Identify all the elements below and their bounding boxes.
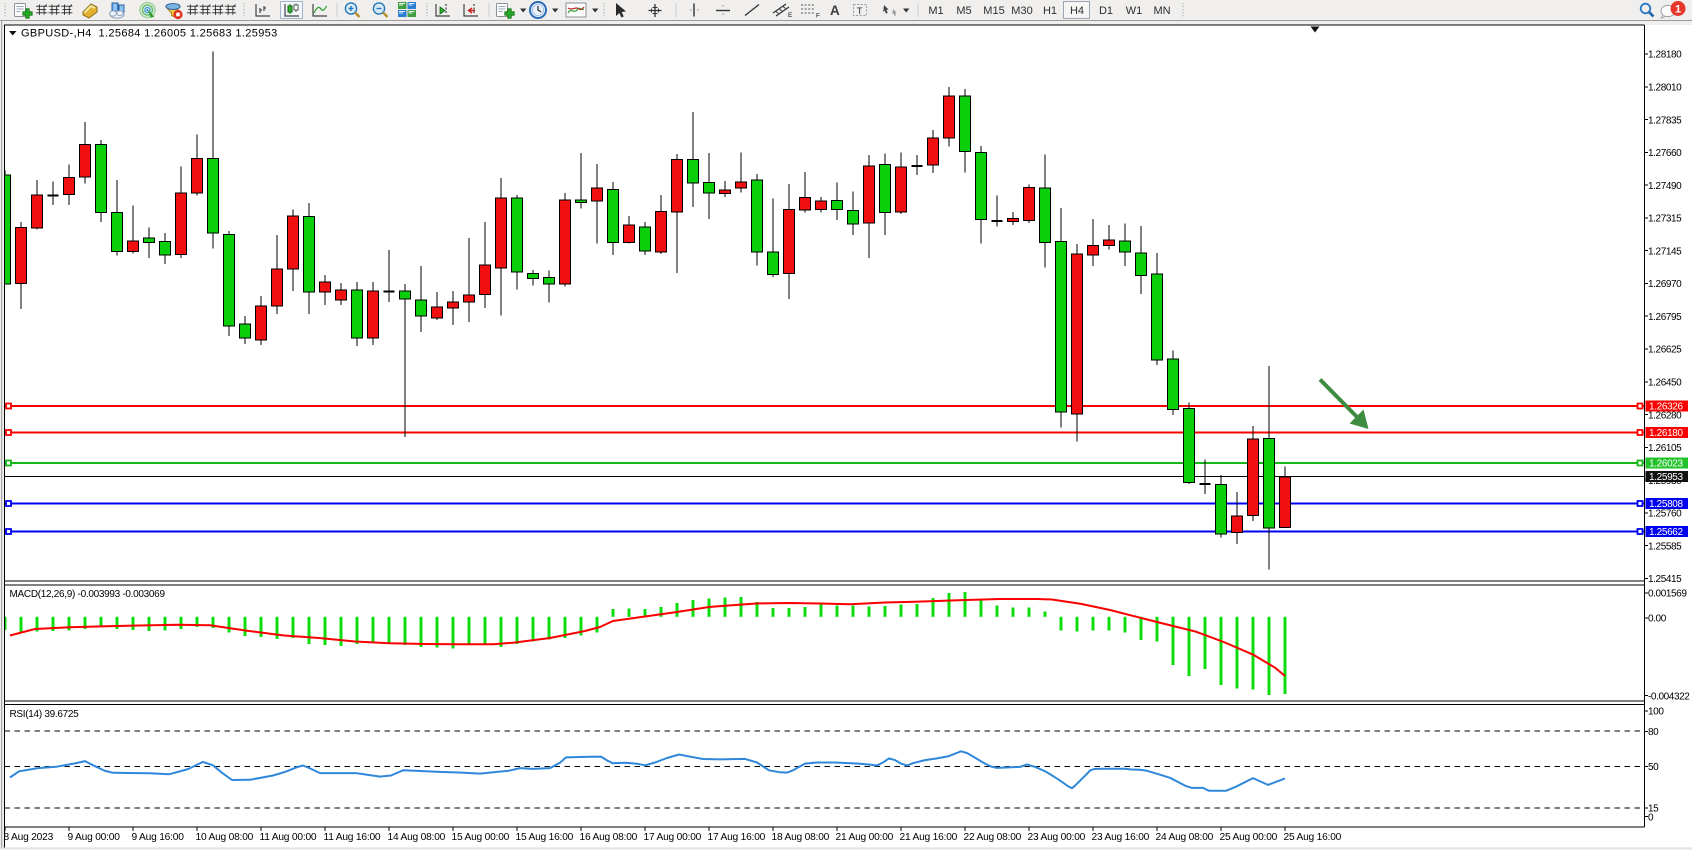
svg-text:9 Aug 16:00: 9 Aug 16:00 xyxy=(132,832,185,843)
svg-text:1.26023: 1.26023 xyxy=(1649,459,1683,470)
svg-text:0: 0 xyxy=(1648,812,1654,823)
svg-text:23 Aug 16:00: 23 Aug 16:00 xyxy=(1092,832,1150,843)
svg-text:15 Aug 16:00: 15 Aug 16:00 xyxy=(516,832,574,843)
svg-text:1.28010: 1.28010 xyxy=(1648,83,1682,94)
svg-text:M5: M5 xyxy=(956,5,971,17)
svg-text:21 Aug 16:00: 21 Aug 16:00 xyxy=(900,832,958,843)
svg-text:GBPUSD-,H4 1.25684 1.26005 1.: GBPUSD-,H4 1.25684 1.26005 1.25683 1.259… xyxy=(21,28,278,40)
svg-text:10 Aug 08:00: 10 Aug 08:00 xyxy=(196,832,254,843)
svg-text:1.25760: 1.25760 xyxy=(1648,509,1682,520)
svg-text:15 Aug 00:00: 15 Aug 00:00 xyxy=(452,832,510,843)
svg-text:1.27835: 1.27835 xyxy=(1648,115,1682,126)
svg-text:50: 50 xyxy=(1648,762,1659,773)
svg-text:M15: M15 xyxy=(983,5,1004,17)
svg-text:W1: W1 xyxy=(1126,5,1143,17)
svg-text:-0.004322: -0.004322 xyxy=(1648,691,1690,702)
svg-text:25 Aug 16:00: 25 Aug 16:00 xyxy=(1284,832,1342,843)
svg-text:24 Aug 08:00: 24 Aug 08:00 xyxy=(1156,832,1214,843)
svg-text:MACD(12,26,9) -0.003993 -0.003: MACD(12,26,9) -0.003993 -0.003069 xyxy=(10,589,166,600)
svg-text:1.27145: 1.27145 xyxy=(1648,246,1682,257)
svg-text:23 Aug 00:00: 23 Aug 00:00 xyxy=(1028,832,1086,843)
svg-text:1.27315: 1.27315 xyxy=(1648,214,1682,225)
svg-text:8 Aug 2023: 8 Aug 2023 xyxy=(4,832,54,843)
svg-text:100: 100 xyxy=(1648,707,1664,718)
svg-text:17 Aug 00:00: 17 Aug 00:00 xyxy=(644,832,702,843)
svg-text:11 Aug 00:00: 11 Aug 00:00 xyxy=(260,832,317,843)
svg-text:A: A xyxy=(830,3,840,18)
svg-text:1.28180: 1.28180 xyxy=(1648,50,1682,61)
svg-text:1.27660: 1.27660 xyxy=(1648,148,1682,159)
svg-text:MN: MN xyxy=(1153,5,1170,17)
svg-text:1.26105: 1.26105 xyxy=(1648,443,1682,454)
svg-text:17 Aug 16:00: 17 Aug 16:00 xyxy=(708,832,766,843)
svg-text:11 Aug 16:00: 11 Aug 16:00 xyxy=(324,832,381,843)
svg-text:1.27490: 1.27490 xyxy=(1648,181,1682,192)
svg-text:RSI(14) 39.6725: RSI(14) 39.6725 xyxy=(10,709,80,720)
svg-text:M30: M30 xyxy=(1011,5,1032,17)
svg-text:1.26970: 1.26970 xyxy=(1648,279,1682,290)
svg-text:1.25808: 1.25808 xyxy=(1649,499,1683,510)
svg-text:1: 1 xyxy=(1675,4,1681,16)
svg-text:M1: M1 xyxy=(928,5,943,17)
svg-text:22 Aug 08:00: 22 Aug 08:00 xyxy=(964,832,1022,843)
svg-text:21 Aug 00:00: 21 Aug 00:00 xyxy=(836,832,894,843)
svg-text:1.25953: 1.25953 xyxy=(1649,472,1683,483)
svg-text:9 Aug 00:00: 9 Aug 00:00 xyxy=(68,832,121,843)
svg-text:14 Aug 08:00: 14 Aug 08:00 xyxy=(388,832,446,843)
svg-text:1.26180: 1.26180 xyxy=(1649,428,1683,439)
svg-text:H4: H4 xyxy=(1070,5,1084,17)
svg-text:E: E xyxy=(788,12,793,19)
svg-text:16 Aug 08:00: 16 Aug 08:00 xyxy=(580,832,638,843)
svg-text:1.26326: 1.26326 xyxy=(1649,402,1683,413)
svg-text:D1: D1 xyxy=(1099,5,1113,17)
svg-text:18 Aug 08:00: 18 Aug 08:00 xyxy=(772,832,830,843)
svg-text:80: 80 xyxy=(1648,727,1659,738)
svg-text:T: T xyxy=(857,6,863,17)
svg-text:H1: H1 xyxy=(1043,5,1057,17)
svg-text:F: F xyxy=(816,13,820,20)
svg-text:1.26625: 1.26625 xyxy=(1648,345,1682,356)
svg-text:1.25585: 1.25585 xyxy=(1648,541,1682,552)
svg-text:1.26795: 1.26795 xyxy=(1648,312,1682,323)
svg-text:1.25662: 1.25662 xyxy=(1649,527,1683,538)
svg-text:0.00: 0.00 xyxy=(1648,614,1667,625)
svg-text:1.26450: 1.26450 xyxy=(1648,378,1682,389)
svg-text:1.25415: 1.25415 xyxy=(1648,574,1682,585)
svg-text:0.001569: 0.001569 xyxy=(1648,589,1687,600)
svg-text:25 Aug 00:00: 25 Aug 00:00 xyxy=(1220,832,1278,843)
